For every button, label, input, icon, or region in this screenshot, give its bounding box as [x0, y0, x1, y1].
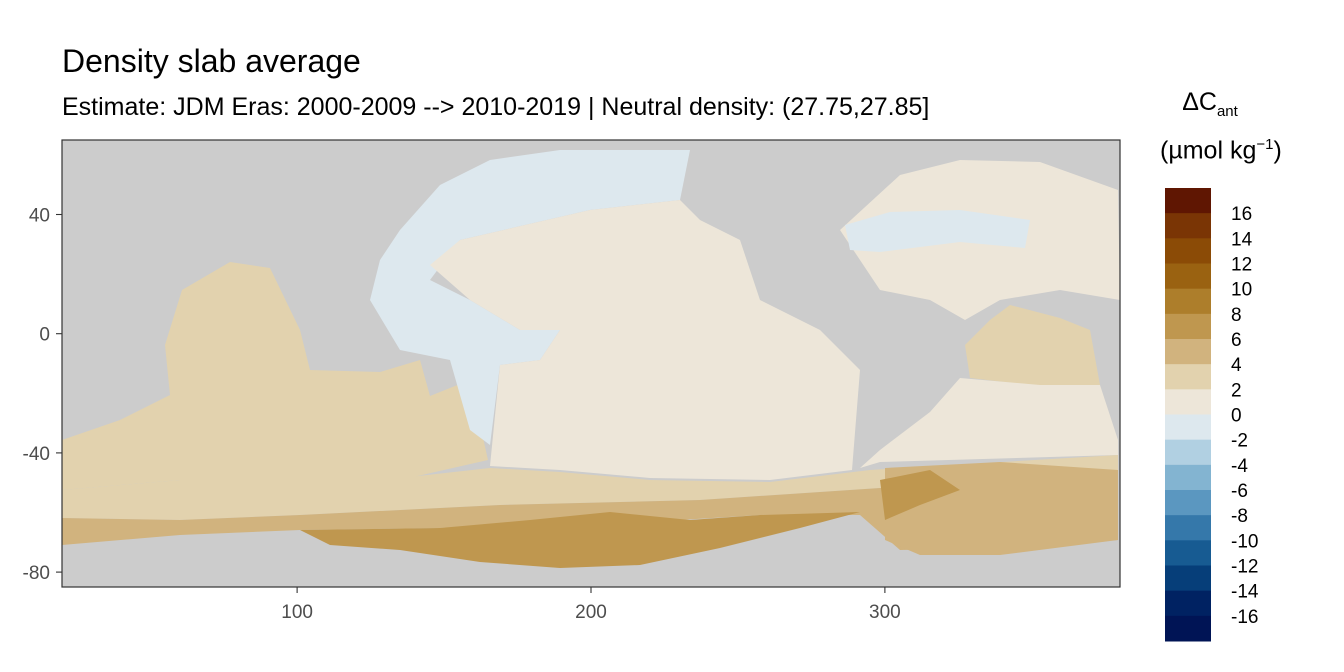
colorbar-segment: [1165, 464, 1211, 491]
legend-unit-close: ): [1273, 136, 1282, 165]
colorbar-label: -2: [1231, 431, 1248, 452]
colorbar-segment: [1165, 565, 1211, 592]
region-southern-ocean-inner: [300, 512, 860, 568]
y-tick-label: 40: [29, 206, 50, 227]
colorbar-segment: [1165, 389, 1211, 415]
legend-title-line1: ΔCant: [1160, 88, 1260, 120]
colorbar-legend: 16 14 12 10 8 6 4 2 0 -2 -4 -6 -8 -10 -12 -14 -16: [1165, 188, 1259, 642]
colorbar-label: 16: [1231, 204, 1252, 225]
chart-title: Density slab average: [62, 43, 361, 79]
y-tick-label: 0: [39, 325, 50, 346]
x-tick-label: 100: [281, 602, 313, 623]
colorbar-label: 6: [1231, 330, 1242, 351]
colorbar-label: 0: [1231, 406, 1242, 427]
x-tick-label: 200: [575, 602, 607, 623]
plot-panel: [61, 139, 1121, 588]
colorbar-segment: [1165, 490, 1211, 516]
colorbar-segment: [1165, 339, 1211, 365]
legend-title-line2: (µmol kg−1): [1160, 136, 1290, 165]
colorbar-segment: [1165, 414, 1211, 441]
colorbar-segment: [1165, 439, 1211, 466]
legend-unit-superscript: −1: [1256, 136, 1274, 153]
region-southern-ocean-middle: [62, 455, 1118, 520]
ocean-regions: [62, 150, 1120, 568]
legend-unit-text: (µmol kg: [1160, 136, 1257, 165]
colorbar-segment: [1165, 313, 1211, 340]
x-axis: 100 200 300: [281, 587, 901, 623]
x-tick-label: 300: [869, 602, 901, 623]
colorbar-segment: [1165, 615, 1211, 642]
colorbar-label: 14: [1231, 229, 1253, 250]
colorbar-label: 4: [1231, 355, 1242, 376]
region-drake-passage: [880, 470, 960, 520]
colorbar-segment: [1165, 188, 1211, 214]
colorbar-label: 12: [1231, 255, 1252, 276]
colorbar-label: -4: [1231, 456, 1248, 477]
chart-subtitle: Estimate: JDM Eras: 2000-2009 --> 2010-2…: [62, 93, 930, 121]
colorbar-segment: [1165, 540, 1211, 566]
colorbar-label: 8: [1231, 305, 1242, 326]
colorbar-label: -10: [1231, 531, 1258, 552]
colorbar-label: 10: [1231, 280, 1252, 301]
colorbar-segment: [1165, 515, 1211, 541]
colorbar-segment: [1165, 213, 1211, 239]
colorbar-segment: [1165, 364, 1211, 390]
colorbar-segment: [1165, 590, 1211, 617]
region-north-pacific: [370, 150, 690, 445]
colorbar-label: -14: [1231, 582, 1259, 603]
y-tick-label: -80: [23, 563, 50, 584]
colorbar-segment: [1165, 288, 1211, 315]
y-tick-label: -40: [23, 444, 50, 465]
colorbar-label: -16: [1231, 607, 1258, 628]
colorbar-label: -12: [1231, 557, 1258, 578]
region-eastern-tropical-atlantic: [965, 305, 1100, 385]
colorbar-segment: [1165, 238, 1211, 264]
colorbar-label: -8: [1231, 506, 1248, 527]
colorbar-label: -6: [1231, 481, 1248, 502]
region-south-atlantic: [860, 378, 1118, 468]
legend-title-symbol: ΔC: [1182, 88, 1217, 116]
colorbar-segment: [1165, 263, 1211, 290]
region-indian-ocean: [62, 262, 488, 490]
legend-title-subscript: ant: [1216, 103, 1238, 120]
region-northwest-atlantic: [845, 210, 1030, 252]
colorbar-label: 2: [1231, 380, 1242, 401]
y-axis: 40 0 -40 -80: [23, 206, 62, 584]
region-central-pacific: [430, 200, 860, 480]
